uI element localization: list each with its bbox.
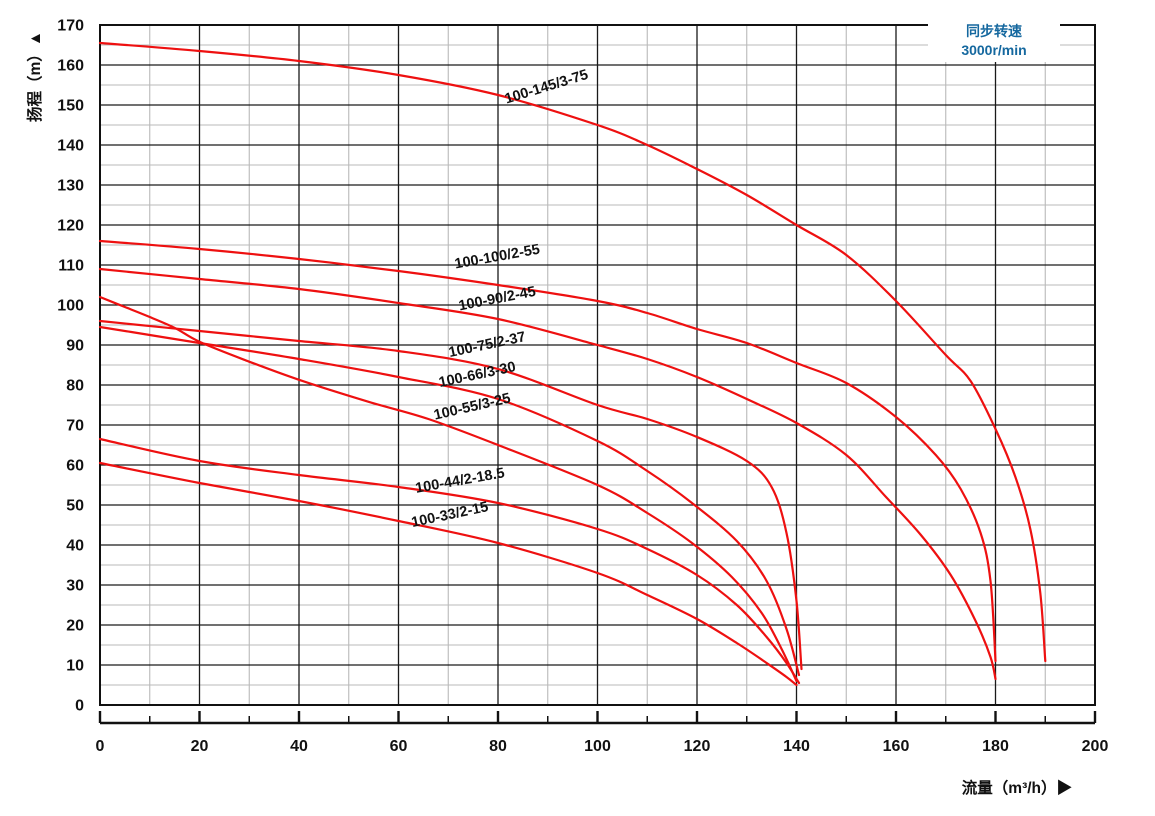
x-tick-label: 60 xyxy=(390,738,408,755)
pump-curve-100-90-2-45 xyxy=(98,267,997,681)
curve-label: 100-100/2-55 xyxy=(453,242,541,273)
x-tick-label: 20 xyxy=(191,738,209,755)
x-axis-title: 流量（m³/h）▶ xyxy=(962,778,1073,797)
x-tick-label: 80 xyxy=(489,738,507,755)
curve-label: 100-145/3-75 xyxy=(503,67,590,108)
chart-legend: 同步转速 3000r/min xyxy=(928,20,1060,62)
x-tick-label: 160 xyxy=(883,738,910,755)
y-tick-label: 110 xyxy=(58,258,84,275)
pump-curve-100-100-2-55 xyxy=(98,239,997,663)
curve-label: 100-55/3-25 xyxy=(432,391,512,424)
legend-speed-value: 3000r/min xyxy=(961,41,1027,58)
y-tick-label: 90 xyxy=(66,338,84,355)
curve-label: 100-44/2-18.5 xyxy=(414,465,506,496)
y-tick-label: 100 xyxy=(57,298,84,315)
x-tick-label: 180 xyxy=(982,738,1009,755)
y-tick-label: 20 xyxy=(66,618,84,635)
x-tick-label: 100 xyxy=(584,738,611,755)
y-tick-label: 40 xyxy=(66,538,84,555)
curve-label: 100-33/2-15 xyxy=(410,499,490,531)
y-tick-label: 120 xyxy=(57,218,84,235)
pump-curve-100-33-2-15 xyxy=(98,461,798,687)
y-tick-label: 10 xyxy=(66,658,84,675)
y-tick-label: 130 xyxy=(57,178,84,195)
y-tick-label: 60 xyxy=(66,458,84,475)
y-tick-label: 80 xyxy=(66,378,84,395)
y-tick-label: 140 xyxy=(57,138,84,155)
pump-curve-100-145-3-75 xyxy=(98,41,1047,663)
x-tick-label: 140 xyxy=(783,738,810,755)
y-tick-label: 30 xyxy=(66,578,84,595)
y-tick-label: 150 xyxy=(57,98,84,115)
x-tick-label: 120 xyxy=(684,738,711,755)
x-tick-label: 40 xyxy=(290,738,308,755)
y-tick-label: 0 xyxy=(75,698,84,715)
plot-frame xyxy=(99,24,1096,706)
y-tick-label: 70 xyxy=(66,418,84,435)
pump-curve-100-55-3-25 xyxy=(98,295,798,683)
curve-label: 100-90/2-45 xyxy=(457,284,537,315)
y-axis-title: 扬程（m）▲ xyxy=(25,31,44,122)
x-tick-label: 200 xyxy=(1082,738,1109,755)
curve-label: 100-75/2-37 xyxy=(447,329,527,361)
y-tick-label: 170 xyxy=(57,18,84,35)
y-tick-label: 50 xyxy=(66,498,84,515)
x-tick-label: 0 xyxy=(96,738,105,755)
pump-curve-100-75-2-37 xyxy=(98,319,803,671)
y-tick-label: 160 xyxy=(57,58,84,75)
pump-curve-100-44-2-18.5 xyxy=(98,437,801,685)
legend-speed-label: 同步转速 xyxy=(966,23,1022,39)
